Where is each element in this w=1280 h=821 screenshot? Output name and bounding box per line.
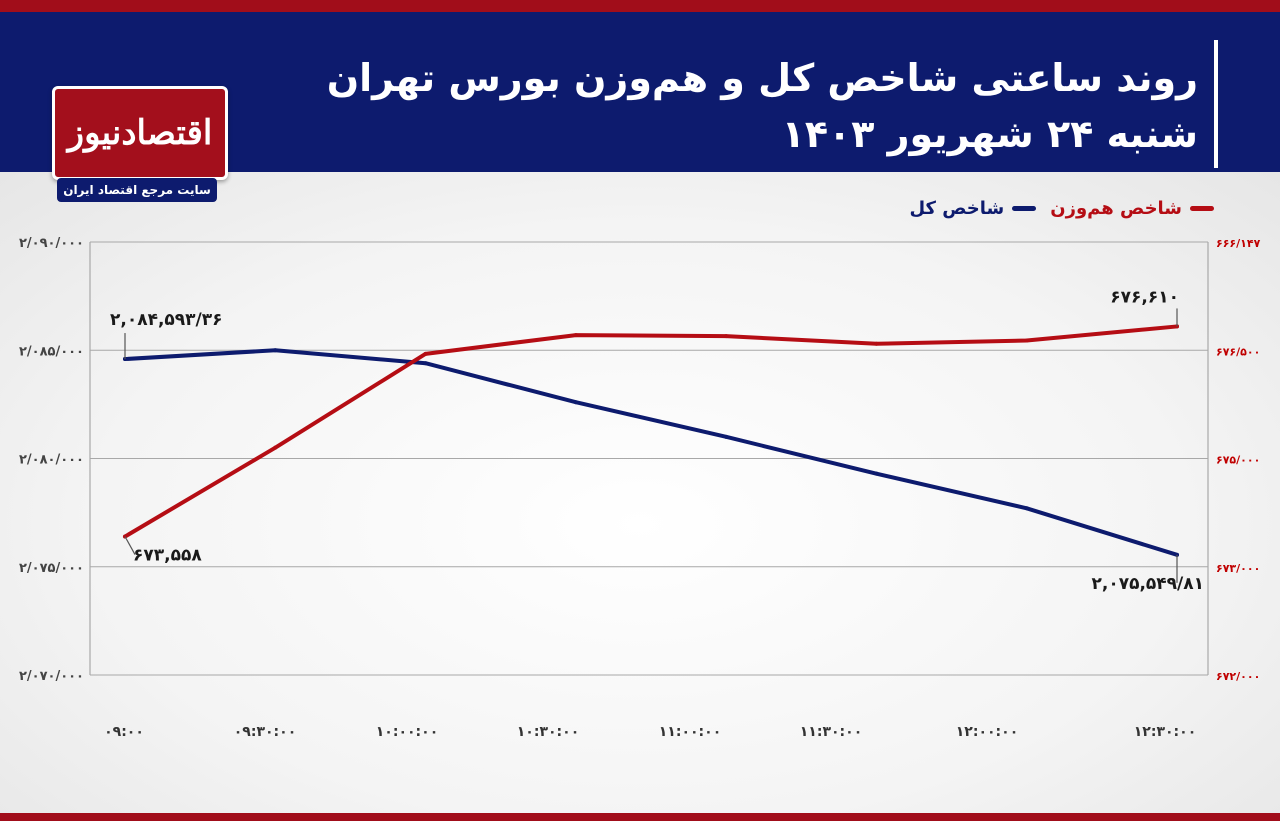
data-point — [1024, 506, 1029, 511]
data-point — [273, 348, 278, 353]
page-title: روند ساعتی شاخص کل و هم‌وزن بورس تهران — [326, 56, 1198, 100]
right-tick-label: ۶۶۶/۱۴۷ — [1216, 237, 1261, 250]
data-point — [573, 400, 578, 405]
logo-subtitle: سایت مرجع اقتصاد ایران — [57, 178, 217, 202]
left-tick-label: ۲/۰۸۵/۰۰۰ — [19, 344, 84, 359]
x-tick-label: ۱۲:۰۰:۰۰ — [956, 724, 1018, 740]
x-tick-label: ۰۹:۰۰ — [104, 724, 144, 740]
x-tick-label: ۱۱:۳۰:۰۰ — [800, 724, 862, 740]
data-point — [874, 341, 879, 346]
data-point — [123, 357, 127, 362]
data-point — [423, 361, 428, 366]
data-point — [724, 334, 729, 339]
chart-canvas: ۲/۰۹۰/۰۰۰ ۲/۰۸۵/۰۰۰ ۲/۰۸۰/۰۰۰ ۲/۰۷۵/۰۰۰ ۲/۰۷… — [19, 236, 1261, 740]
annotation-label: ۶۷۶,۶۱۰ — [1110, 287, 1179, 307]
annotation-leader — [124, 536, 136, 555]
data-point — [1024, 338, 1029, 343]
x-tick-label: ۰۹:۳۰:۰۰ — [234, 724, 296, 740]
legend-label-equal-weight: شاخص هم‌وزن — [1050, 198, 1182, 219]
x-tick-label: ۱۰:۳۰:۰۰ — [517, 724, 579, 740]
bottom-accent-strip — [0, 813, 1280, 821]
legend-item-total: شاخص کل — [909, 198, 1037, 219]
right-tick-label: ۶۷۳/۰۰۰ — [1216, 562, 1260, 575]
x-tick-label: ۱۱:۰۰:۰۰ — [659, 724, 721, 740]
page-subtitle-date: شنبه ۲۴ شهریور ۱۴۰۳ — [781, 112, 1198, 156]
x-tick-label: ۱۲:۳۰:۰۰ — [1134, 724, 1196, 740]
series-line-total — [123, 348, 1179, 557]
x-tick-label: ۱۰:۰۰:۰۰ — [376, 724, 438, 740]
data-point — [573, 333, 578, 338]
legend-swatch-equal-weight — [1190, 206, 1214, 211]
left-tick-label: ۲/۰۷۵/۰۰۰ — [19, 561, 84, 576]
left-tick-label: ۲/۰۸۰/۰۰۰ — [19, 453, 84, 468]
data-point — [273, 445, 278, 450]
data-point — [874, 471, 879, 476]
left-tick-label: ۲/۰۷۰/۰۰۰ — [19, 669, 84, 684]
right-tick-label: ۶۷۲/۰۰۰ — [1216, 670, 1260, 683]
right-tick-label: ۶۷۵/۰۰۰ — [1216, 454, 1260, 467]
title-divider — [1214, 40, 1218, 168]
top-accent-strip — [0, 0, 1280, 12]
right-tick-label: ۶۷۶/۵۰۰ — [1216, 345, 1260, 358]
left-tick-label: ۲/۰۹۰/۰۰۰ — [19, 236, 84, 251]
data-point — [724, 434, 729, 439]
annotation-label: ۲,۰۷۵,۵۴۹/۸۱ — [1091, 574, 1204, 594]
legend-item-equal-weight: شاخص هم‌وزن — [1050, 198, 1214, 219]
legend-label-total: شاخص کل — [909, 198, 1005, 219]
annotation-label: ۶۷۳,۵۵۸ — [133, 546, 202, 566]
chart-legend: شاخص هم‌وزن شاخص کل — [909, 198, 1214, 219]
series-line-equal-weight — [123, 324, 1179, 539]
annotation-label: ۲,۰۸۴,۵۹۳/۳۶ — [110, 310, 223, 330]
logo: اقتصادنیوز — [52, 86, 228, 180]
legend-swatch-total — [1012, 206, 1037, 211]
chart-area: ۲/۰۹۰/۰۰۰ ۲/۰۸۵/۰۰۰ ۲/۰۸۰/۰۰۰ ۲/۰۷۵/۰۰۰ ۲/۰۷… — [0, 172, 1280, 813]
data-point — [423, 351, 428, 356]
